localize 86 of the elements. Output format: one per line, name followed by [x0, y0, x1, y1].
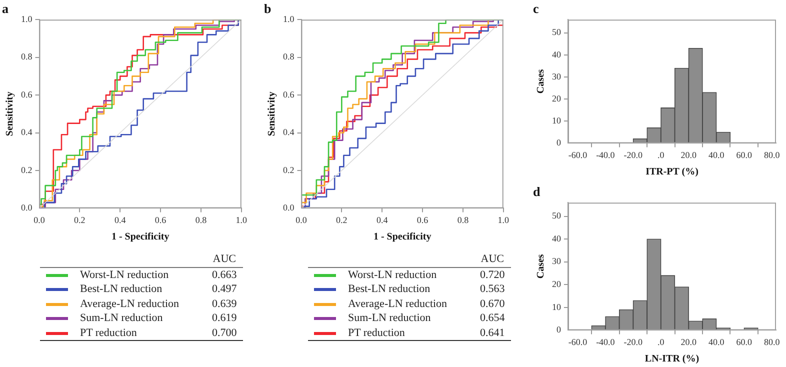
- legend-label: Worst-LN reduction: [347, 268, 438, 282]
- x-tick-label: -20.0: [624, 150, 644, 160]
- legend-label: Sum-LN reduction: [79, 311, 164, 326]
- x-tick-label: 20.0: [680, 336, 698, 347]
- x-tick-label: 80.0: [764, 150, 780, 160]
- y-axis-title: Sensitivity: [266, 92, 278, 136]
- legend-label: Worst-LN reduction: [79, 268, 170, 282]
- y-tick-label: 20: [552, 278, 562, 289]
- y-tick-label: 40: [552, 233, 562, 244]
- text: 0.619: [211, 311, 238, 326]
- y-tick-label: 0.4: [283, 127, 295, 138]
- x-tick-label: 40.0: [708, 336, 725, 347]
- x-axis-title: 1 - Specificity: [373, 232, 432, 243]
- text: 0.563: [479, 282, 506, 296]
- y-tick-label: 0: [556, 324, 562, 335]
- y-axis-title: Sensitivity: [4, 92, 16, 136]
- chart-title: d: [533, 184, 541, 200]
- x-tick-label: 60.0: [736, 150, 752, 160]
- x-tick-label: 0.2: [74, 214, 86, 225]
- y-tick-label: 0.6: [283, 89, 295, 100]
- x-tick-label: 0.4: [114, 214, 126, 225]
- x-tick-label: 0.0: [296, 214, 308, 225]
- x-tick-label: .0: [658, 336, 665, 347]
- x-tick-label: -40.0: [596, 336, 616, 347]
- x-tick-label: 1.0: [498, 214, 510, 225]
- x-tick-label: 60.0: [736, 336, 752, 347]
- y-tick-label: 30: [552, 256, 562, 266]
- x-tick-label: -60.0: [568, 336, 588, 347]
- x-tick-label: -40.0: [596, 150, 616, 160]
- y-tick-label: 30: [552, 71, 562, 82]
- chart-title: a: [2, 1, 9, 16]
- y-axis-title: Cases: [536, 69, 547, 94]
- x-axis-title: ITR-PT (%): [646, 166, 698, 178]
- y-tick-label: 0.8: [21, 52, 33, 62]
- x-tick-label: 80.0: [764, 336, 780, 347]
- text: 0.654: [479, 311, 506, 326]
- y-tick-label: 0.4: [21, 127, 33, 138]
- y-tick-label: 0.2: [283, 164, 294, 175]
- x-tick-label: 0.4: [376, 214, 388, 225]
- text: 0.663: [211, 268, 238, 282]
- y-tick-label: 50: [552, 27, 562, 38]
- y-tick-label: 0.0: [21, 202, 33, 213]
- chart-title: b: [264, 1, 272, 16]
- x-tick-label: 40.0: [708, 150, 725, 160]
- x-tick-label: 0.8: [195, 214, 208, 225]
- text: 0.497: [211, 282, 238, 296]
- legend-label: Average-LN reduction: [347, 296, 448, 311]
- x-tick-label: -20.0: [624, 336, 644, 347]
- x-tick-label: 0.2: [336, 214, 348, 225]
- legend-label: PT reduction: [79, 326, 138, 340]
- y-tick-label: 1.0: [283, 14, 295, 24]
- y-tick-label: 50: [552, 210, 562, 221]
- text: 0.720: [479, 268, 506, 282]
- x-axis-title: 1 - Specificity: [111, 232, 170, 243]
- y-tick-label: 0.2: [21, 164, 32, 175]
- y-axis-title: Cases: [536, 254, 547, 279]
- x-tick-label: 20.0: [680, 150, 698, 160]
- x-tick-label: 0.0: [34, 214, 46, 225]
- legend-title: AUC: [474, 252, 511, 267]
- x-tick-label: 0.6: [416, 214, 429, 225]
- text: 0.639: [211, 296, 238, 311]
- y-tick-label: 10: [552, 302, 562, 312]
- text: 0.641: [479, 326, 506, 340]
- y-tick-label: 0.8: [283, 52, 295, 62]
- x-tick-label: 0.6: [154, 214, 167, 225]
- y-tick-label: 20: [552, 93, 562, 104]
- x-axis-title: LN-ITR (%): [644, 354, 700, 365]
- text: 0.670: [479, 296, 506, 311]
- legend-label: Sum-LN reduction: [347, 311, 432, 326]
- legend-label: Best-LN reduction: [347, 282, 432, 296]
- legend-label: Average-LN reduction: [79, 296, 180, 311]
- y-tick-label: 1.0: [21, 14, 33, 24]
- x-tick-label: .0: [658, 150, 665, 160]
- y-tick-label: 40: [552, 49, 562, 60]
- x-tick-label: -60.0: [568, 150, 588, 160]
- legend-label: Best-LN reduction: [79, 282, 164, 296]
- text: 0.700: [211, 326, 238, 340]
- x-tick-label: 1.0: [236, 214, 248, 225]
- y-tick-label: 0.0: [283, 202, 295, 213]
- y-tick-label: 0.6: [21, 89, 33, 100]
- legend-label: PT reduction: [347, 326, 406, 340]
- chart-title: c: [533, 1, 539, 16]
- y-tick-label: 10: [552, 115, 562, 126]
- y-tick-label: 0: [556, 138, 562, 148]
- x-tick-label: 0.8: [457, 214, 470, 225]
- legend-title: AUC: [206, 252, 243, 267]
